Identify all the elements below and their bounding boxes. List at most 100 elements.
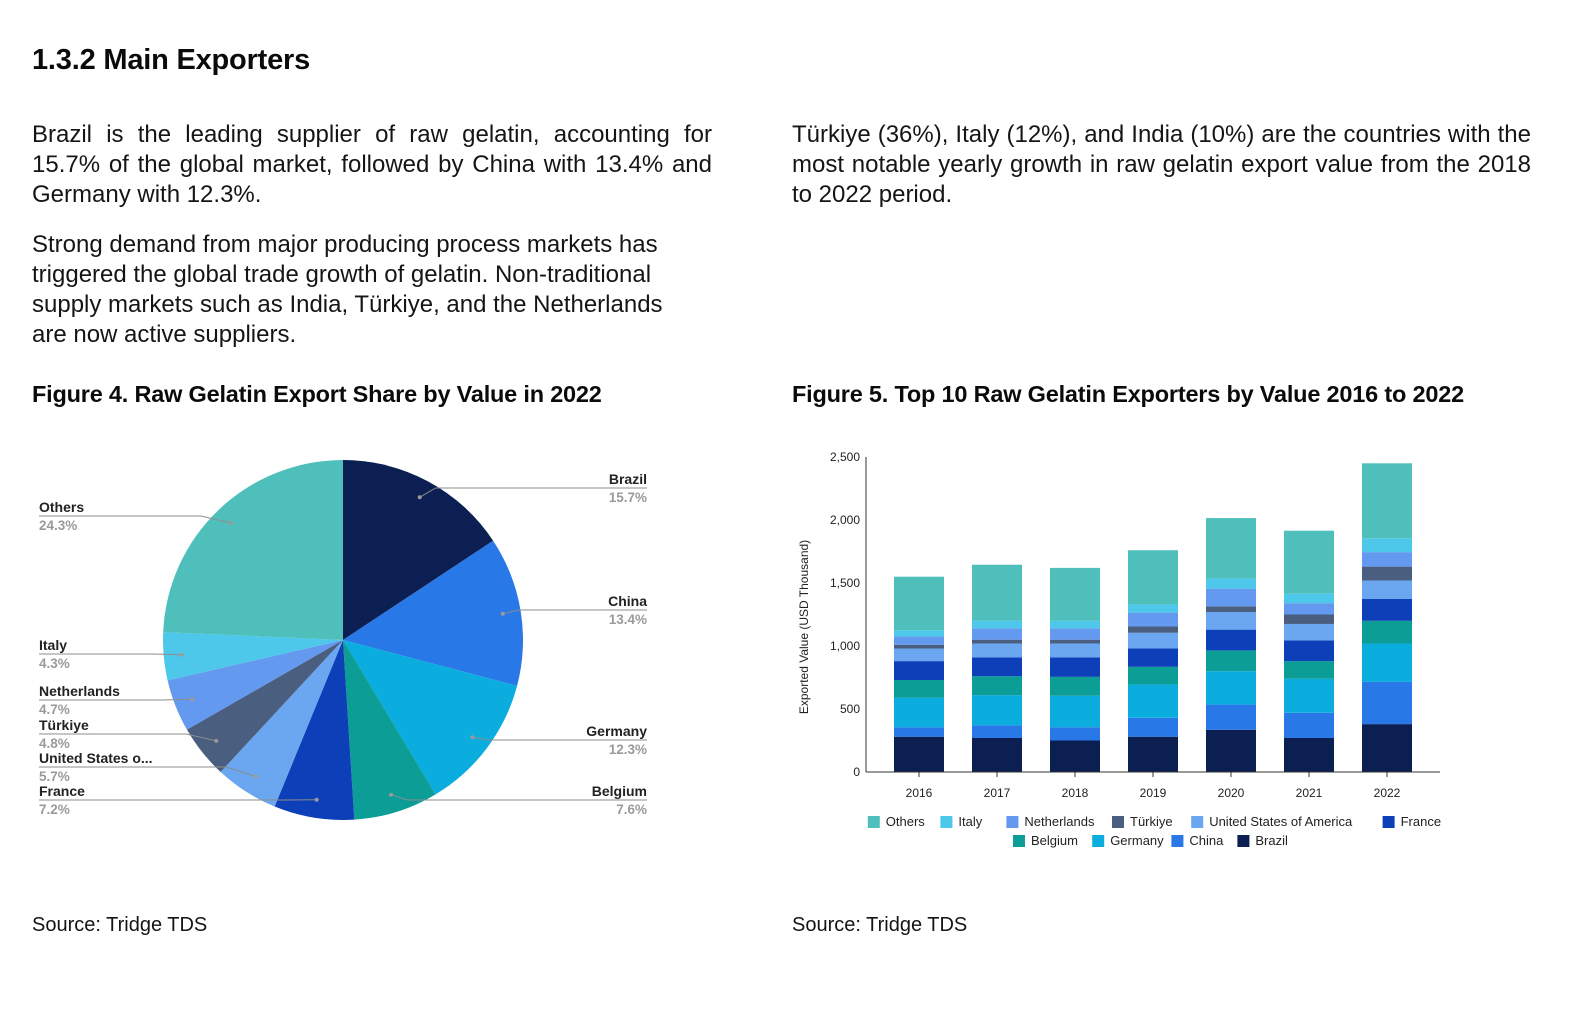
bar-segment-others-2019 <box>1128 550 1178 605</box>
pie-slice-belgium <box>343 640 436 820</box>
pie-percent-belgium: 7.6% <box>616 802 647 817</box>
bar-segment-italy-2017 <box>972 620 1022 629</box>
figure4-pie-chart: Brazil 15.7% China 13.4% Germany 12.3% Belgium… <box>39 460 647 820</box>
bar-segment-turkiye-2020 <box>1206 606 1256 612</box>
x-tick-label-2016: 2016 <box>906 786 933 800</box>
bar-segment-turkiye-2018 <box>1050 639 1100 644</box>
bar-series <box>894 463 1412 772</box>
bar-segment-italy-2022 <box>1362 538 1412 553</box>
bar-segment-united-states-of-america-2022 <box>1362 580 1412 599</box>
bar-segment-belgium-2016 <box>894 680 944 698</box>
figure4-title: Figure 4. Raw Gelatin Export Share by Va… <box>32 381 602 407</box>
legend-swatch-china <box>1171 835 1184 847</box>
legend-swatch-brazil <box>1237 835 1250 847</box>
bar-segment-germany-2020 <box>1206 671 1256 705</box>
bar-segment-united-states-of-america-2017 <box>972 643 1022 658</box>
leader-dot-china <box>500 611 505 616</box>
pie-labels: Brazil 15.7% China 13.4% Germany 12.3% Belgium… <box>39 471 647 817</box>
leader-line-united-states-of-america <box>39 766 256 777</box>
pie-percent-italy: 4.3% <box>39 656 70 671</box>
legend-label-italy: Italy <box>958 814 982 829</box>
bar-segment-france-2019 <box>1128 648 1178 667</box>
y-tick-label: 2,000 <box>830 513 860 527</box>
bar-segment-italy-2020 <box>1206 578 1256 589</box>
bar-segment-united-states-of-america-2020 <box>1206 611 1256 630</box>
bar-segment-germany-2016 <box>894 697 944 728</box>
leader-dot-united-states-of-america <box>253 774 258 779</box>
bar-segment-belgium-2022 <box>1362 620 1412 644</box>
bar-segment-united-states-of-america-2021 <box>1284 623 1334 641</box>
bar-segment-brazil-2018 <box>1050 740 1100 772</box>
leader-line-brazil <box>419 487 647 498</box>
pie-percent-france: 7.2% <box>39 802 70 817</box>
legend-label-netherlands: Netherlands <box>1024 814 1095 829</box>
bar-segment-netherlands-2018 <box>1050 628 1100 640</box>
bar-segment-italy-2021 <box>1284 593 1334 604</box>
pie-label-belgium: Belgium <box>592 783 647 799</box>
bar-segment-belgium-2020 <box>1206 650 1256 672</box>
bar-segment-others-2021 <box>1284 530 1334 594</box>
legend-label-france: France <box>1401 814 1441 829</box>
x-tick-label-2019: 2019 <box>1140 786 1167 800</box>
bar-segment-belgium-2018 <box>1050 676 1100 696</box>
bar-segment-italy-2018 <box>1050 620 1100 629</box>
paragraph-trade-growth: Strong demand from major producing proce… <box>32 231 663 348</box>
bar-segment-germany-2018 <box>1050 695 1100 728</box>
bar-segment-belgium-2019 <box>1128 666 1178 685</box>
leader-dot-belgium <box>389 792 394 797</box>
leader-line-china <box>502 609 647 615</box>
leader-dot-turkiye <box>214 738 219 743</box>
x-axis: 2016 2017 2018 2019 2020 2021 2022 <box>866 771 1440 800</box>
leader-dot-brazil <box>417 495 422 500</box>
leader-line-italy <box>39 653 182 656</box>
leader-line-germany <box>472 736 647 741</box>
leader-dot-netherlands <box>190 697 195 702</box>
pie-label-france: France <box>39 783 85 799</box>
y-tick-label: 0 <box>853 765 860 779</box>
bar-segment-france-2021 <box>1284 640 1334 662</box>
bar-segment-germany-2017 <box>972 695 1022 726</box>
bar-segment-united-states-of-america-2016 <box>894 648 944 662</box>
pie-slice-united-states-of-america <box>220 640 343 807</box>
pie-label-italy: Italy <box>39 637 67 653</box>
pie-label-germany: Germany <box>586 723 647 739</box>
bar-segment-france-2018 <box>1050 657 1100 677</box>
legend-swatch-france <box>1382 816 1395 828</box>
bar-segment-netherlands-2022 <box>1362 552 1412 567</box>
bar-segment-netherlands-2021 <box>1284 603 1334 615</box>
bar-segment-china-2017 <box>972 725 1022 738</box>
bar-segment-germany-2022 <box>1362 643 1412 682</box>
bar-segment-brazil-2019 <box>1128 736 1178 772</box>
bar-segment-netherlands-2017 <box>972 628 1022 640</box>
leader-dot-others <box>229 521 233 525</box>
x-tick-label-2017: 2017 <box>984 786 1011 800</box>
bar-segment-belgium-2021 <box>1284 661 1334 679</box>
bar-segment-belgium-2017 <box>972 676 1022 696</box>
bar-segment-china-2022 <box>1362 681 1412 725</box>
x-tick-label-2018: 2018 <box>1062 786 1089 800</box>
bar-segment-others-2020 <box>1206 518 1256 579</box>
pie-label-others: Others <box>39 499 84 515</box>
pie-slice-italy <box>162 632 343 681</box>
y-tick-label: 2,500 <box>830 450 860 464</box>
bar-segment-france-2017 <box>972 657 1022 677</box>
x-tick-label-2020: 2020 <box>1218 786 1245 800</box>
legend-label-united-states-of-america: United States of America <box>1209 814 1353 829</box>
pie-slice-others <box>163 460 343 640</box>
legend-swatch-germany <box>1092 835 1105 847</box>
bar-segment-brazil-2022 <box>1362 724 1412 772</box>
bar-segment-others-2022 <box>1362 463 1412 539</box>
bar-segment-turkiye-2016 <box>894 644 944 649</box>
pie-slice-netherlands <box>167 640 343 730</box>
pie-slice-brazil <box>343 460 494 640</box>
pie-slice-france <box>274 640 355 820</box>
bar-segment-turkiye-2017 <box>972 639 1022 644</box>
bar-segment-others-2017 <box>972 564 1022 621</box>
bar-segment-brazil-2016 <box>894 736 944 772</box>
pie-label-united-states-of-america: United States o... <box>39 750 153 766</box>
pie-percent-germany: 12.3% <box>609 742 647 757</box>
y-tick-label: 1,000 <box>830 639 860 653</box>
bar-segment-china-2016 <box>894 727 944 737</box>
leader-line-belgium <box>390 794 647 801</box>
chart-legend: Others Italy Netherlands Türkiye United Stat… <box>867 814 1441 848</box>
